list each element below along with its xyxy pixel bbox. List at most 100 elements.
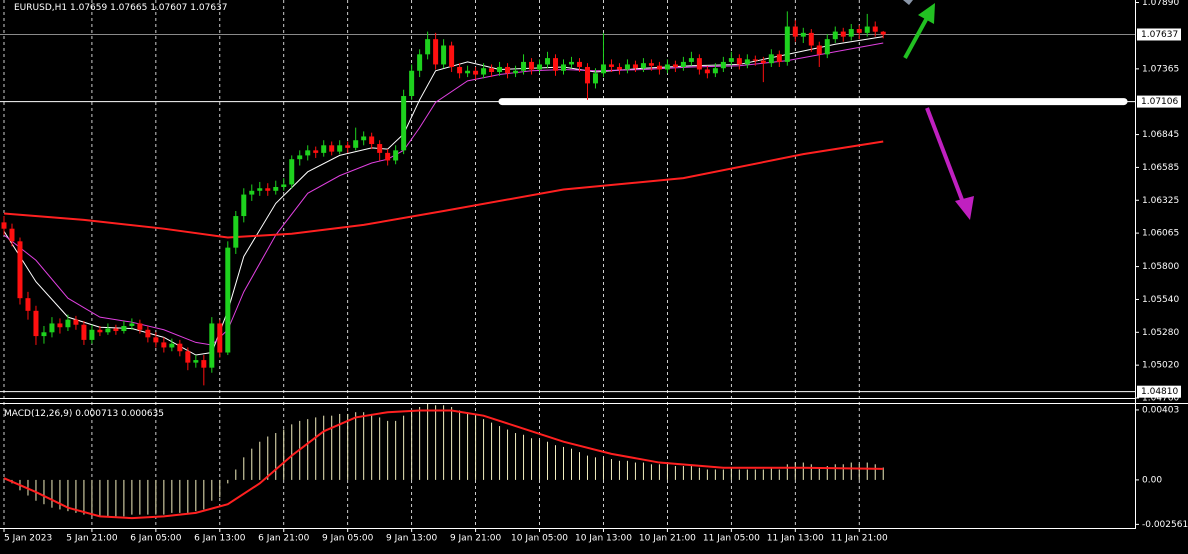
candle-body [121,325,127,332]
green-arrow [903,3,935,59]
candle-body [600,64,606,74]
x-tick-label: 6 Jan 05:00 [130,534,182,544]
candle-body [393,150,399,161]
y-tick-label: 0.00403 [1142,405,1179,415]
candle-body [137,323,143,330]
candle-body [65,319,71,328]
candle-body [49,323,55,333]
candle-body [417,54,423,71]
candle-body [568,61,574,65]
candle-body [145,329,151,338]
candle-body [656,65,662,70]
candle-body [768,54,774,64]
candle-body [816,45,822,55]
candle-body [105,328,111,333]
signal-value: 0.000635 [121,409,164,419]
y-tick-label: 1.05540 [1142,295,1179,305]
candle-body [233,216,239,248]
candle-body [616,66,622,70]
candle-body [880,31,886,35]
x-tick-label: 10 Jan 05:00 [511,534,568,544]
x-tick-label: 11 Jan 21:00 [831,534,888,544]
y-tick-label: 1.05020 [1142,361,1179,371]
y-tick-label: 1.05800 [1142,262,1179,272]
candle-body [473,70,479,75]
y-tick-label: 1.05280 [1142,328,1179,338]
candle-body [529,61,535,70]
candle-body [864,26,870,33]
low: 1.07607 [150,3,187,13]
small-arrow [903,0,913,5]
price-label: 1.07637 [1141,30,1178,40]
candle-body [1,222,7,229]
candle-body [217,323,223,353]
candle-body [505,66,511,74]
candle-body [457,66,463,74]
arrow-head [955,196,974,220]
candle-body [305,150,311,156]
candle-body [664,64,670,70]
candle-body [129,323,135,326]
candle-body [760,60,766,64]
macd-header: MACD(12,26,9) 0.000713 0.000635 [4,409,164,419]
macd-value: 0.000713 [75,409,118,419]
open: 1.07659 [70,3,107,13]
candle-body [832,31,838,40]
x-tick-label: 5 Jan 21:00 [66,534,118,544]
signal-line [3,409,884,520]
candle-body [672,64,678,67]
candle-body [465,70,471,74]
candle-body [321,145,327,153]
candle-body [624,64,630,70]
candle-body [97,329,103,333]
candle-body [720,61,726,69]
candle-body [441,45,447,65]
candle-body [433,39,439,65]
candle-body [193,360,199,363]
candle-body [576,61,582,67]
candle-body [824,39,830,55]
candle-body [153,337,159,343]
candle-body [241,194,247,217]
candle-body [497,66,503,73]
candle-body [792,26,798,37]
y-tick-label: 1.06065 [1142,229,1179,239]
price-label-box [1137,95,1181,108]
y-tick-label: 1.06585 [1142,163,1179,173]
candle-body [201,360,207,368]
candle-body [73,319,79,325]
candle-body [329,145,335,152]
candle-body [553,58,559,71]
arrow-shaft [925,107,966,206]
candle-body [521,61,527,71]
candle-body [297,155,303,160]
high: 1.07665 [110,3,147,13]
candle-body [265,188,271,191]
candle-body [89,329,95,340]
candle-body [513,70,519,74]
y-tick-label: 1.07890 [1142,0,1179,8]
candle-body [281,184,287,187]
candle-body [257,188,263,191]
price-label: 1.04810 [1141,387,1178,397]
candle-body [345,145,351,148]
y-tick-label: 1.07365 [1142,64,1179,74]
candle-body [361,136,367,141]
candle-body [369,136,375,145]
x-tick-label: 9 Jan 21:00 [450,534,502,544]
candle-body [736,58,742,65]
candle-body [848,29,854,37]
candle-body [249,190,255,195]
candle-body [185,351,191,363]
candle-body [712,68,718,74]
candle-body [808,32,814,46]
candle-body [273,186,279,191]
indicator-name: MACD(12,26,9) [4,409,72,419]
candle-body [632,64,638,69]
y-tick-label: 1.06325 [1142,196,1179,206]
candle-body [209,323,215,368]
candle-body [401,96,407,151]
candle-body [385,152,391,161]
x-tick-label: 9 Jan 13:00 [386,534,438,544]
candle-body [728,58,734,62]
